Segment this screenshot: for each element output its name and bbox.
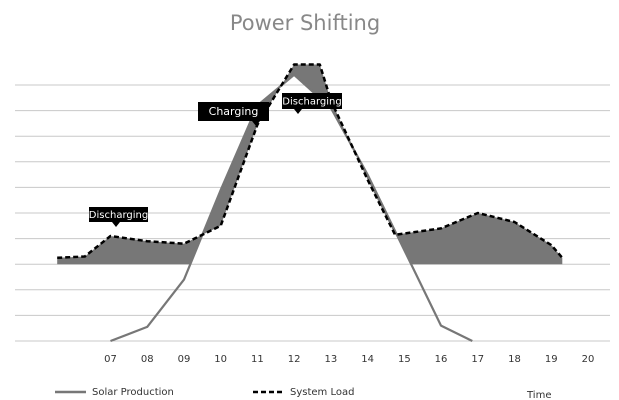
x-tick-label: 17 — [471, 354, 484, 365]
difference-area — [57, 64, 563, 265]
x-tick-label: 09 — [178, 354, 191, 365]
x-tick-label: 11 — [251, 354, 264, 365]
x-tick-label: 20 — [582, 354, 595, 365]
x-tick-label: 13 — [324, 354, 337, 365]
annotation-label: Charging — [209, 105, 259, 118]
chart-title: Power Shifting — [230, 11, 380, 35]
annotation-pointer — [112, 222, 120, 227]
annotation-pointer — [252, 121, 260, 126]
x-axis-label: Time — [526, 390, 551, 400]
annotation-box — [282, 93, 342, 109]
x-tick-label: 07 — [104, 354, 117, 365]
annotation-label: Discharging — [282, 97, 341, 108]
annotation-box — [89, 207, 148, 222]
x-tick-label: 14 — [361, 354, 374, 365]
x-tick-label: 12 — [288, 354, 301, 365]
x-tick-label: 18 — [508, 354, 521, 365]
series-line — [57, 63, 564, 260]
legend-label: Solar Production — [92, 387, 174, 398]
x-tick-label: 16 — [435, 354, 448, 365]
legend-label: System Load — [290, 387, 354, 398]
x-tick-label: 08 — [141, 354, 154, 365]
x-tick-label: 15 — [398, 354, 411, 365]
x-tick-label: 10 — [214, 354, 227, 365]
annotation-pointer — [294, 109, 302, 114]
annotation-label: Discharging — [89, 210, 148, 221]
annotation-box — [198, 102, 269, 121]
series-line — [110, 73, 473, 343]
x-tick-label: 19 — [545, 354, 558, 365]
